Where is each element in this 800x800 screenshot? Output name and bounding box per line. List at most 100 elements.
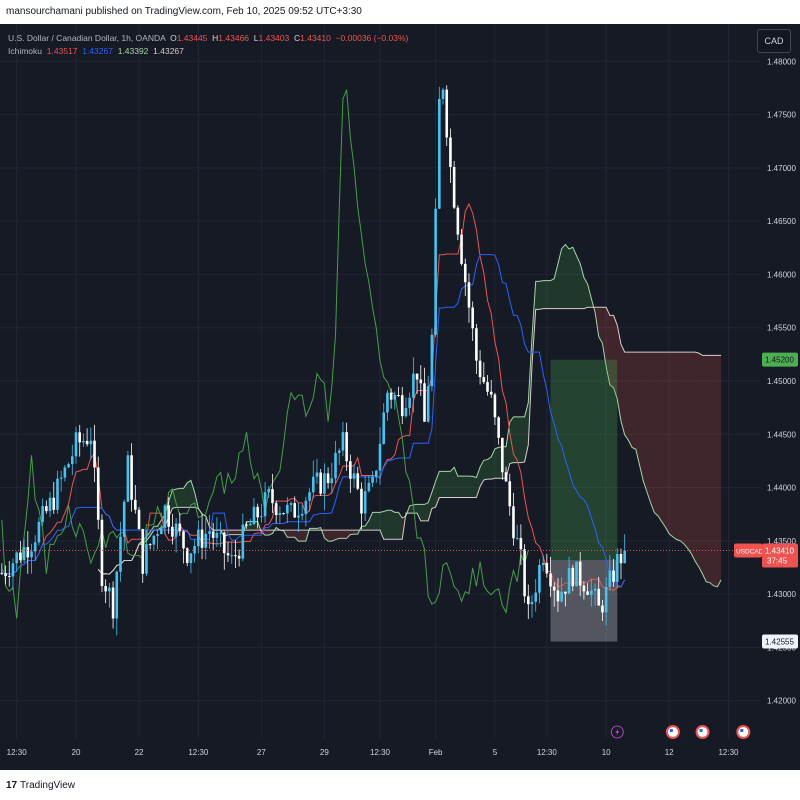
candle-body xyxy=(45,506,48,512)
candle-body xyxy=(578,561,582,586)
kumo-cloud-segment xyxy=(424,502,429,521)
candle-body xyxy=(456,207,460,235)
kumo-cloud-segment xyxy=(687,352,692,554)
kumo-cloud-segment xyxy=(658,352,662,522)
candle-body xyxy=(41,506,44,522)
candle-body xyxy=(300,513,304,516)
price-tick-label: 1.43500 xyxy=(767,537,796,546)
kumo-cloud-segment xyxy=(680,352,684,544)
candle-body xyxy=(515,537,519,539)
kumo-cloud-segment xyxy=(265,530,269,536)
candle-body xyxy=(552,586,556,591)
kumo-cloud-segment xyxy=(569,247,573,309)
candle-body xyxy=(438,98,441,209)
candle-body xyxy=(497,417,500,438)
candle-body xyxy=(286,504,289,514)
kumo-cloud-segment xyxy=(302,530,306,542)
high-value: 1.43466 xyxy=(218,33,250,43)
candle-body xyxy=(141,529,145,574)
kumo-cloud-segment xyxy=(691,352,696,562)
kumo-cloud-segment xyxy=(509,416,514,464)
candle-body xyxy=(148,544,152,546)
price-tick-label: 1.47500 xyxy=(767,111,796,120)
kumo-cloud-segment xyxy=(517,416,521,463)
chart-background xyxy=(0,24,800,770)
candle-body xyxy=(371,476,374,483)
tradingview-logo[interactable]: 17 xyxy=(6,780,18,791)
candle-body xyxy=(478,360,482,378)
indicator-legend-row[interactable]: Ichimoku 1.43517 1.43267 1.43392 1.43267 xyxy=(8,45,408,58)
candle-body xyxy=(612,570,615,582)
kumo-cloud-segment xyxy=(557,248,562,309)
low-label: L xyxy=(253,33,259,43)
price-scale xyxy=(760,24,800,770)
candle-body xyxy=(74,432,78,457)
candle-body xyxy=(426,386,430,422)
price-chart[interactable]: 1.420001.425001.430001.435001.440001.445… xyxy=(0,24,800,770)
candle-body xyxy=(501,437,504,473)
candle-body xyxy=(174,523,178,537)
kumo-cloud-segment xyxy=(613,315,618,399)
candle-body xyxy=(245,524,248,526)
open-label: O xyxy=(170,33,177,43)
kumo-cloud-segment xyxy=(483,459,488,480)
kumo-cloud-segment xyxy=(176,488,180,508)
kumo-cloud-segment xyxy=(235,530,240,535)
candle-body xyxy=(267,489,271,493)
time-tick-label: 22 xyxy=(135,748,144,757)
kumo-cloud-segment xyxy=(713,355,718,587)
price-tick-label: 1.46500 xyxy=(767,217,796,226)
candle-body xyxy=(260,516,263,518)
candle-body xyxy=(252,506,256,525)
kumo-cloud-segment xyxy=(709,355,714,586)
candle-body xyxy=(11,563,15,577)
currency-button[interactable]: CAD xyxy=(757,29,791,53)
kumo-cloud-segment xyxy=(398,512,403,540)
candle-body xyxy=(526,596,530,605)
senkou-span-b-line xyxy=(97,306,722,575)
kumo-cloud-segment xyxy=(539,280,544,310)
close-label: C xyxy=(293,33,301,43)
ichimoku-value-3: 1.43392 xyxy=(117,46,149,56)
candle-body xyxy=(271,489,274,504)
kumo-cloud-segment xyxy=(476,466,481,498)
kumo-cloud-segment xyxy=(669,352,673,537)
candle-body xyxy=(96,467,100,520)
kumo-cloud-segment xyxy=(409,504,414,514)
candle-body xyxy=(419,379,423,384)
candle-body xyxy=(59,477,63,479)
candle-body xyxy=(119,536,122,572)
candle-body xyxy=(289,503,293,505)
indicator-name: Ichimoku xyxy=(8,46,43,56)
kumo-cloud-segment xyxy=(639,352,644,481)
candle-body xyxy=(523,549,526,597)
candle-body xyxy=(615,553,619,582)
candle-body xyxy=(519,537,523,550)
candle-body xyxy=(400,395,404,417)
candle-body xyxy=(319,472,322,494)
kumo-cloud-segment xyxy=(706,355,710,583)
candle-body xyxy=(200,529,204,548)
kumo-cloud-segment xyxy=(335,530,340,540)
time-tick-label: 12:30 xyxy=(7,748,28,757)
open-value: 1.43445 xyxy=(176,33,208,43)
kumo-cloud-segment xyxy=(587,284,592,308)
candle-body xyxy=(93,440,96,468)
candle-body xyxy=(397,395,400,397)
chart-panel[interactable]: 1.420001.425001.430001.435001.440001.445… xyxy=(0,24,800,770)
kumo-cloud-segment xyxy=(417,504,421,521)
kumo-cloud-segment xyxy=(183,482,188,508)
candle-body xyxy=(37,521,41,543)
candle-body xyxy=(356,473,360,489)
countdown-tag: 37:45 xyxy=(767,556,788,565)
candle-body xyxy=(471,307,474,329)
price-tick-label: 1.44500 xyxy=(767,430,796,439)
candle-body xyxy=(167,505,170,527)
candle-body xyxy=(185,548,189,564)
candle-body xyxy=(78,432,82,443)
kumo-cloud-segment xyxy=(298,530,303,542)
candle-body xyxy=(89,440,93,445)
candle-body xyxy=(582,585,586,592)
kumo-cloud-segment xyxy=(676,352,681,541)
footer-bar: 17 TradingView xyxy=(0,770,800,800)
